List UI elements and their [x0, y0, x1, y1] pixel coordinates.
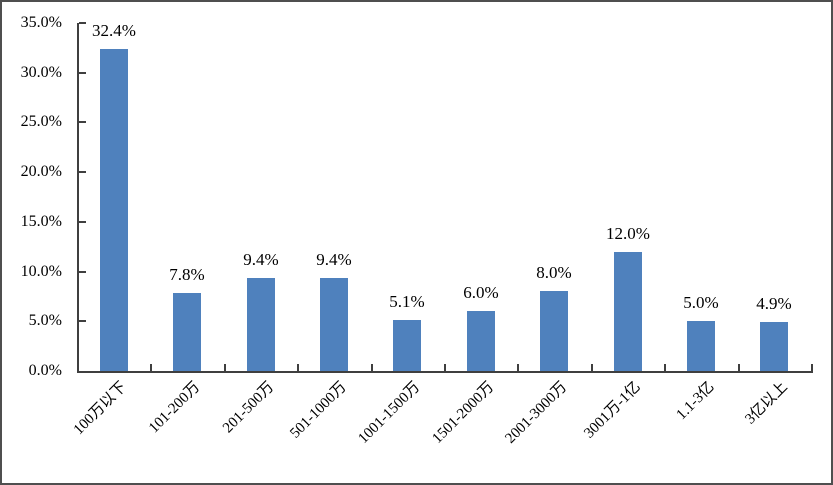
bar-value-label: 9.4% [243, 250, 279, 269]
y-axis [77, 23, 79, 373]
bar [467, 311, 495, 371]
x-axis [77, 371, 813, 373]
x-category-label: 1001-1500万 [355, 379, 424, 447]
bar-value-label: 8.0% [536, 263, 572, 282]
x-axis-tick [517, 364, 520, 371]
y-axis-tick [79, 171, 86, 174]
y-axis-tick [79, 71, 86, 74]
y-tick-label: 30.0% [20, 63, 62, 81]
x-axis-tick [590, 364, 593, 371]
x-category-label: 1501-2000万 [429, 379, 498, 447]
bar [320, 278, 348, 371]
bar-value-label: 6.0% [463, 283, 499, 302]
bar [247, 278, 275, 371]
bar [614, 252, 642, 371]
x-category-label: 101-200万 [146, 379, 204, 437]
y-axis-tick [79, 121, 86, 124]
y-tick-label: 35.0% [20, 14, 62, 31]
bar [540, 291, 568, 371]
y-tick-label: 20.0% [20, 163, 62, 181]
bar-value-label: 9.4% [316, 250, 352, 269]
x-category-label: 3001万-1亿 [581, 379, 644, 442]
y-axis-tick [79, 22, 86, 24]
x-axis-tick [737, 364, 740, 371]
y-axis-tick [79, 220, 86, 223]
x-axis-tick [223, 364, 226, 371]
x-category-label: 100万以下 [70, 379, 131, 439]
x-axis-tick [664, 364, 667, 371]
x-category-label: 3亿以上 [742, 379, 791, 428]
x-axis-tick [811, 364, 813, 371]
y-axis-tick [79, 270, 86, 273]
bar-value-label: 32.4% [92, 21, 136, 40]
bar-value-label: 12.0% [606, 224, 650, 243]
y-tick-label: 0.0% [28, 362, 62, 379]
x-category-label: 201-500万 [219, 379, 277, 437]
y-axis-tick [79, 320, 86, 323]
bar [687, 321, 715, 371]
bar-value-label: 7.8% [169, 265, 205, 284]
bar [173, 293, 201, 371]
x-category-label: 2001-3000万 [502, 379, 571, 447]
y-tick-label: 15.0% [20, 212, 62, 230]
x-axis-tick [150, 364, 153, 371]
x-axis-tick [444, 364, 446, 371]
bar [393, 320, 421, 371]
bar-value-label: 4.9% [756, 294, 792, 313]
y-tick-label: 5.0% [28, 312, 62, 330]
y-tick-label: 10.0% [20, 262, 62, 280]
bar [760, 322, 788, 371]
bar-value-label: 5.0% [683, 293, 719, 312]
bar [100, 49, 128, 371]
x-axis-tick [370, 364, 373, 371]
x-category-label: 1.1-3亿 [673, 379, 718, 424]
bar-value-label: 5.1% [389, 292, 425, 311]
x-category-label: 501-1000万 [287, 379, 351, 442]
x-axis-tick [297, 364, 300, 371]
y-tick-label: 25.0% [20, 113, 62, 131]
